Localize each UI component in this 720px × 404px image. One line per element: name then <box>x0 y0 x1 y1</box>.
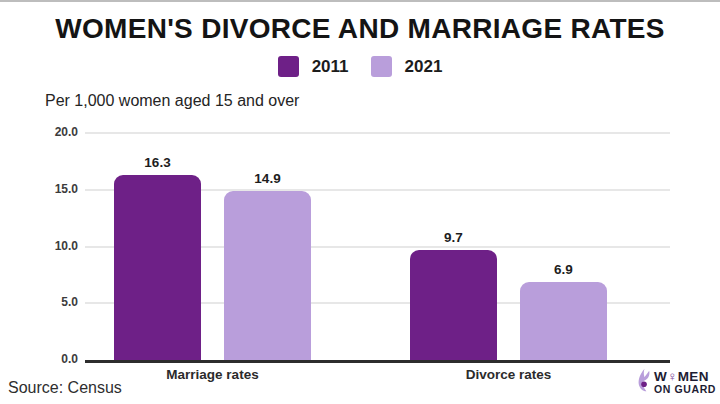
bar-2011-marriage-rates <box>114 175 201 360</box>
source-note: Source: Census <box>8 379 122 397</box>
bar-2021-marriage-rates <box>224 191 311 360</box>
chart-title: WOMEN'S DIVORCE AND MARRIAGE RATES <box>0 13 720 45</box>
chart-legend: 2011 2021 <box>0 56 720 77</box>
y-axis-tick-label: 20.0 <box>36 125 78 139</box>
legend-swatch-2021 <box>371 56 392 77</box>
gridline <box>85 132 670 134</box>
top-edge-line <box>0 0 720 2</box>
legend-item-2011: 2011 <box>278 56 349 77</box>
y-axis-tick-label: 0.0 <box>36 352 78 366</box>
infographic-canvas: WOMEN'S DIVORCE AND MARRIAGE RATES 20112… <box>0 0 720 404</box>
bar-2011-divorce-rates <box>410 250 497 360</box>
x-axis-category-label: Divorce rates <box>409 367 609 382</box>
x-axis-line <box>85 360 670 363</box>
y-axis-tick-label: 5.0 <box>36 295 78 309</box>
bar-value-label: 6.9 <box>529 262 599 277</box>
bar-2021-divorce-rates <box>520 282 607 360</box>
logo-line-women: W♀MEN <box>654 370 716 384</box>
legend-label: 2011 <box>312 57 349 77</box>
y-axis-tick-label: 15.0 <box>36 182 78 196</box>
female-symbol-icon: ♀ <box>667 369 678 384</box>
brand-logo: W♀MEN ON GUARD <box>637 367 716 397</box>
y-axis-tick-label: 10.0 <box>36 239 78 253</box>
bar-value-label: 9.7 <box>419 230 489 245</box>
flame-hand-icon <box>637 367 652 397</box>
legend-swatch-2011 <box>278 56 299 77</box>
legend-label: 2021 <box>405 57 443 77</box>
bar-value-label: 16.3 <box>123 155 193 170</box>
x-axis-category-label: Marriage rates <box>113 367 313 382</box>
chart-subtitle: Per 1,000 women aged 15 and over <box>45 92 299 110</box>
logo-wordmark: W♀MEN ON GUARD <box>654 370 716 395</box>
logo-line-on-guard: ON GUARD <box>654 384 716 395</box>
legend-item-2021: 2021 <box>371 56 443 77</box>
bar-value-label: 14.9 <box>233 171 303 186</box>
